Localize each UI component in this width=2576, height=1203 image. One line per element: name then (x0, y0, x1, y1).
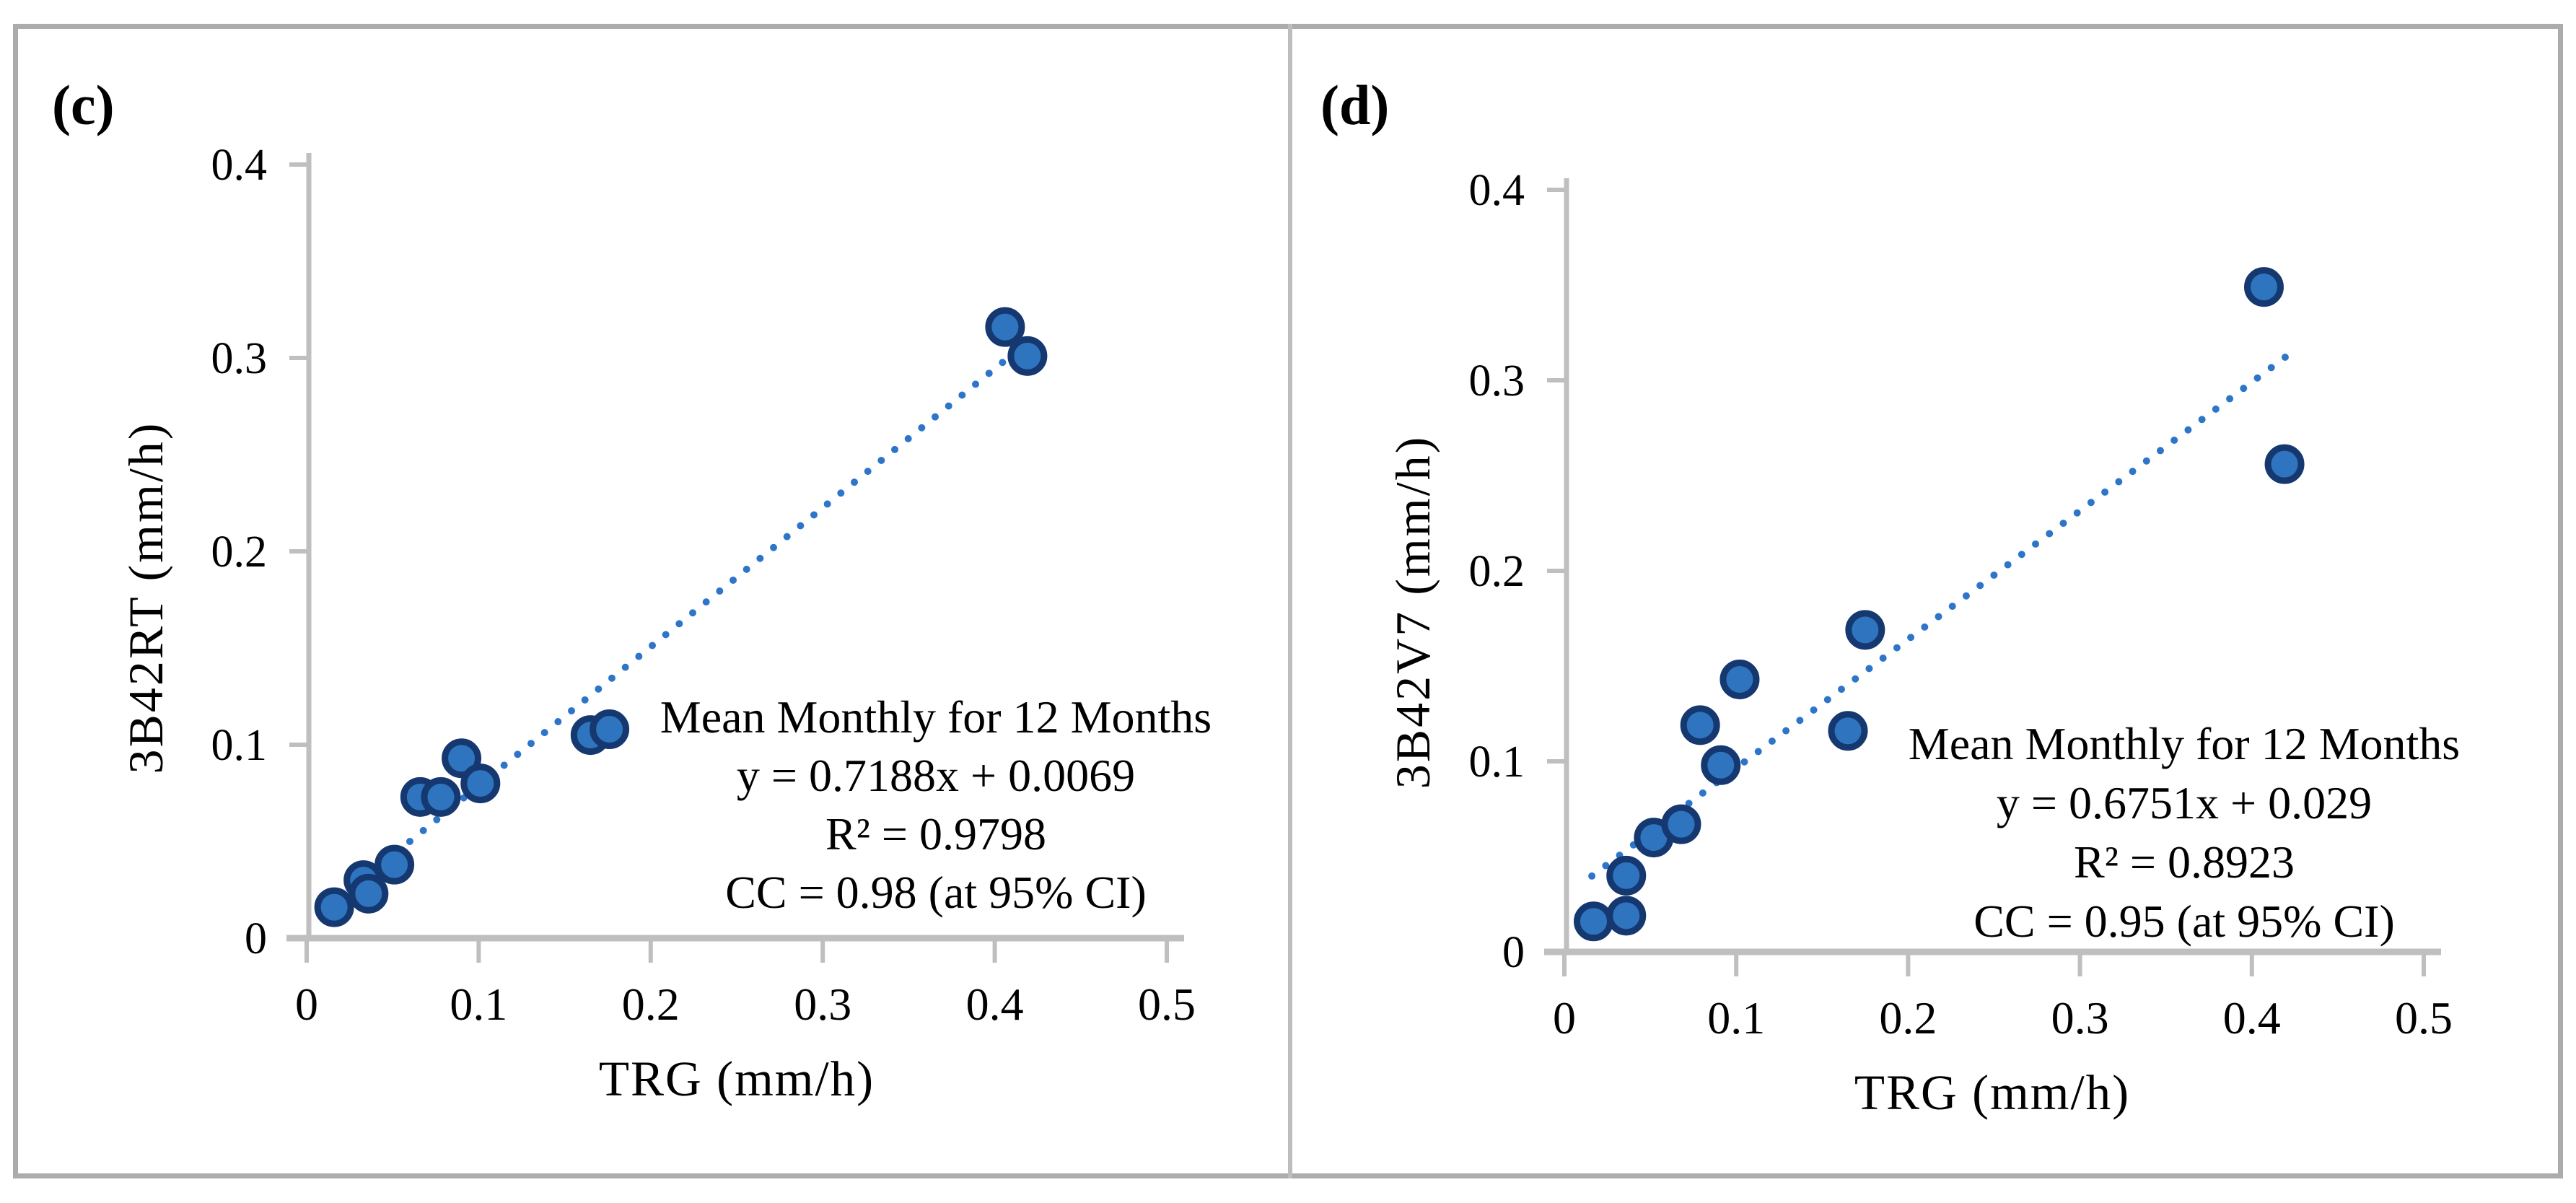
x-tick-label: 0.4 (966, 979, 1024, 1030)
panel-divider (1288, 24, 1292, 1178)
trend-line (1588, 347, 2297, 880)
x-tick-label: 0.2 (1879, 992, 1937, 1044)
data-point (442, 738, 482, 779)
annotation-equation-c: y = 0.7188x + 0.0069 (737, 750, 1135, 801)
chart-d-plot-area: 0 0.1 0.2 0.3 0.4 0.5 0 0.1 0.2 0.3 0.4 (1469, 166, 2453, 1044)
panel-label-d: (d) (1320, 74, 1389, 136)
scatter-chart-d: 0 0.1 0.2 0.3 0.4 0.5 0 0.1 0.2 0.3 0.4 (d) 3B42V7… (1320, 74, 2460, 1120)
annotation-title-c: Mean Monthly for 12 Months (660, 691, 1212, 743)
annotation-r2-d: R² = 0.8923 (2074, 836, 2295, 888)
data-point (1606, 896, 1647, 936)
data-point (2243, 267, 2284, 307)
y-tick-label: 0.4 (1469, 166, 1525, 215)
data-point (1701, 745, 1741, 785)
y-tick-label: 0.2 (211, 528, 268, 577)
y-axis-title-c: 3B42RT (mm/h) (118, 421, 173, 774)
data-point (1828, 711, 1868, 751)
y-axis-title-d: 3B42V7 (mm/h) (1385, 435, 1440, 789)
data-point (1719, 659, 1760, 699)
x-tick-label: 0 (1553, 992, 1576, 1044)
x-tick-label: 0.5 (2395, 992, 2453, 1044)
panel-label-c: (c) (52, 74, 115, 136)
x-tick-label: 0.3 (2051, 992, 2109, 1044)
data-point (1573, 901, 1613, 942)
data-point (421, 777, 461, 817)
annotation-r2-c: R² = 0.9798 (825, 808, 1046, 859)
x-tick-label: 0.1 (1707, 992, 1765, 1044)
y-tick-label: 0.2 (1469, 547, 1525, 596)
x-tick-label: 0.1 (450, 979, 507, 1030)
data-point (1661, 804, 1701, 844)
data-point (314, 887, 354, 927)
data-point (460, 764, 501, 804)
y-tick-label: 0.1 (211, 721, 268, 770)
data-point (2264, 444, 2305, 484)
y-tick-label: 0.1 (1469, 738, 1525, 787)
y-tick-label: 0 (1502, 928, 1525, 977)
data-point (1680, 705, 1720, 745)
y-tick-label: 0.4 (211, 141, 268, 190)
x-axis-title-c: TRG (mm/h) (599, 1051, 875, 1106)
annotation-equation-d: y = 0.6751x + 0.029 (1997, 777, 2372, 828)
data-point (985, 307, 1025, 347)
y-tick-label: 0.3 (211, 334, 268, 383)
data-point (1845, 610, 1885, 650)
x-tick-label: 0.3 (794, 979, 851, 1030)
x-tick-label: 0.4 (2223, 992, 2281, 1044)
data-point (590, 709, 630, 750)
annotation-cc-d: CC = 0.95 (at 95% CI) (1973, 896, 2395, 947)
x-axis-title-d: TRG (mm/h) (1854, 1065, 2130, 1120)
x-tick-label: 0.5 (1138, 979, 1196, 1030)
y-tick-label: 0 (245, 914, 267, 963)
annotation-title-d: Mean Monthly for 12 Months (1909, 718, 2460, 769)
data-point (374, 844, 415, 885)
scatter-chart-c: 0 0.1 0.2 0.3 0.4 0.5 0 0.1 0.2 0.3 0.4 (c) 3B42RT… (52, 74, 1212, 1106)
data-point (1007, 336, 1048, 376)
chart-c-plot-area: 0 0.1 0.2 0.3 0.4 0.5 0 0.1 0.2 0.3 0.4 (211, 141, 1196, 1030)
data-point (1606, 855, 1647, 896)
data-point (349, 873, 389, 914)
x-tick-label: 0 (295, 979, 318, 1030)
trend-line (325, 329, 1043, 911)
annotation-cc-c: CC = 0.98 (at 95% CI) (725, 867, 1147, 918)
y-tick-label: 0.3 (1469, 356, 1525, 406)
x-tick-label: 0.2 (622, 979, 680, 1030)
